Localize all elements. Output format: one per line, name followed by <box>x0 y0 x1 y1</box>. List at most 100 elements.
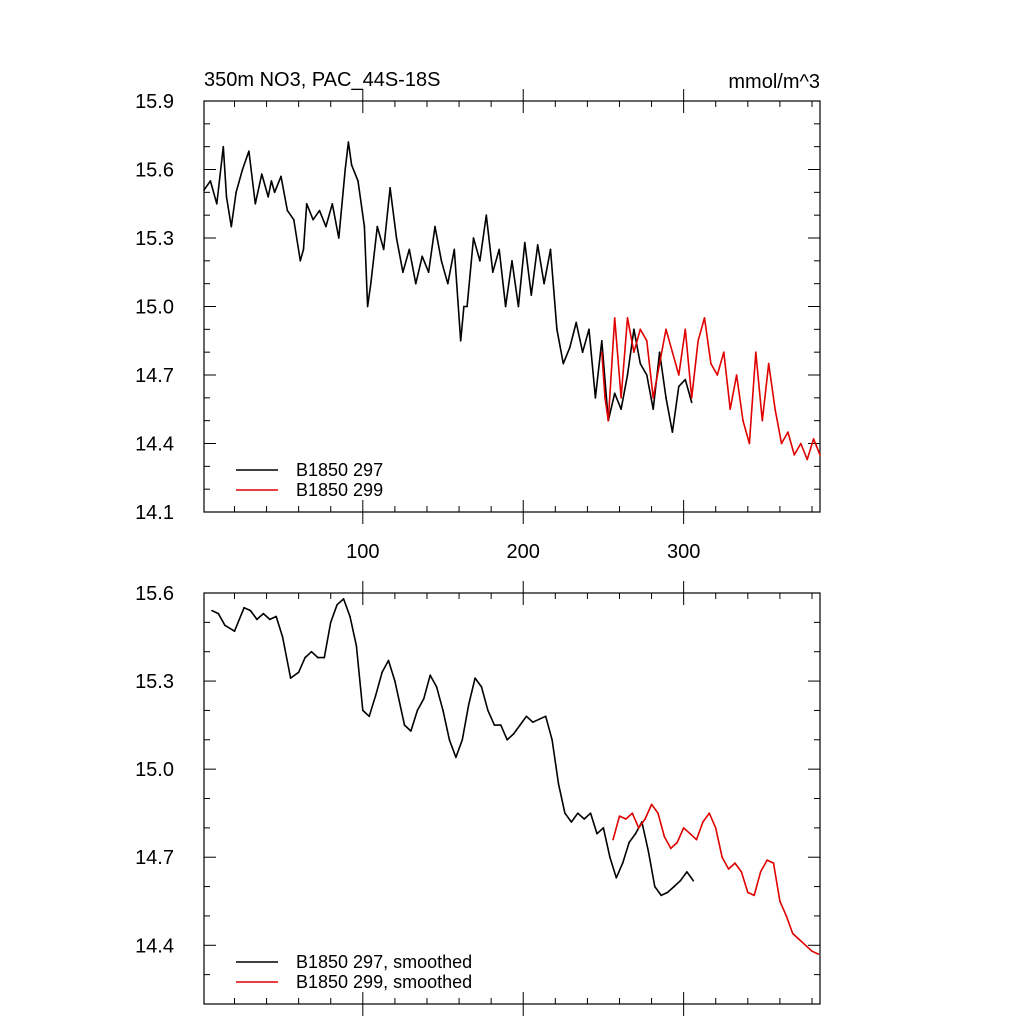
data-point <box>650 803 653 806</box>
data-point <box>286 209 289 212</box>
data-point <box>466 305 468 308</box>
data-point <box>594 397 597 399</box>
data-point <box>357 180 359 182</box>
data-point <box>225 196 228 198</box>
data-point <box>362 709 364 712</box>
plot-frame <box>203 592 821 1005</box>
data-point <box>665 328 667 331</box>
data-point <box>673 885 675 888</box>
data-point <box>305 202 308 205</box>
data-point <box>804 944 807 947</box>
data-point <box>422 697 425 700</box>
data-point <box>289 677 292 679</box>
data-point <box>329 621 332 624</box>
data-point <box>657 812 659 814</box>
data-point <box>742 419 744 422</box>
data-point <box>618 815 621 817</box>
data-point <box>670 847 672 850</box>
y-tick-label: 15.6 <box>135 583 174 605</box>
data-point <box>689 832 691 835</box>
data-point <box>511 260 513 262</box>
data-point <box>459 339 462 342</box>
data-point <box>766 859 768 861</box>
data-point <box>474 677 476 679</box>
data-point <box>323 656 326 659</box>
data-point <box>331 202 334 205</box>
y-tick-label: 14.1 <box>135 502 174 524</box>
data-point <box>772 862 775 864</box>
data-point <box>722 351 725 353</box>
data-point <box>639 362 642 365</box>
data-point <box>735 374 738 376</box>
data-point <box>639 328 642 331</box>
legend-label: B1850 297, smoothed <box>296 952 472 972</box>
data-point <box>479 260 481 262</box>
data-point <box>453 248 456 251</box>
data-point <box>791 932 794 935</box>
data-point <box>408 248 411 251</box>
data-point <box>347 141 350 143</box>
data-point <box>260 173 263 175</box>
data-point <box>416 709 419 712</box>
data-point <box>625 818 627 820</box>
data-point <box>395 237 398 239</box>
data-point <box>727 868 730 870</box>
data-point <box>434 225 436 228</box>
data-point <box>254 202 257 205</box>
data-point <box>467 703 470 706</box>
data-point <box>337 237 340 239</box>
data-point <box>755 351 757 353</box>
data-point <box>243 606 245 609</box>
data-point <box>273 191 276 194</box>
data-point <box>761 419 764 422</box>
data-point <box>562 362 565 365</box>
data-point <box>512 733 515 735</box>
data-point <box>697 339 699 342</box>
data-point <box>740 871 743 873</box>
data-point <box>480 686 483 688</box>
data-point <box>812 438 815 440</box>
data-point <box>663 835 666 838</box>
data-point <box>601 351 603 353</box>
data-point <box>747 891 749 894</box>
data-point <box>299 260 302 262</box>
series-line-b1850-297 <box>211 598 694 897</box>
plot-frame <box>203 100 821 513</box>
data-point <box>506 738 508 741</box>
data-point <box>421 255 423 258</box>
data-point <box>370 282 372 285</box>
data-point <box>543 282 545 285</box>
data-point <box>349 615 351 618</box>
data-point <box>607 419 610 422</box>
data-point <box>692 879 695 882</box>
data-point <box>652 408 654 411</box>
data-point <box>615 876 618 879</box>
data-point <box>387 659 390 662</box>
legend-label: B1850 297 <box>296 460 383 480</box>
data-point <box>302 248 305 251</box>
data-point <box>729 408 731 411</box>
data-point <box>734 862 736 864</box>
data-point <box>222 145 225 148</box>
data-point <box>414 282 417 285</box>
data-point <box>293 218 295 221</box>
data-point <box>463 305 465 308</box>
data-point <box>556 328 558 331</box>
data-point <box>678 374 680 376</box>
data-point <box>461 738 464 741</box>
data-point <box>793 454 796 456</box>
data-point <box>819 454 821 456</box>
data-point <box>270 180 273 182</box>
data-point <box>203 189 205 191</box>
y-tick-label: 15.9 <box>135 91 174 113</box>
data-point <box>485 214 488 216</box>
data-point <box>613 317 616 319</box>
data-point <box>767 362 770 365</box>
data-point <box>233 630 236 632</box>
data-point <box>628 841 630 844</box>
data-point <box>666 891 669 894</box>
data-point <box>350 164 353 166</box>
series-line-b1850-299 <box>612 803 819 955</box>
data-point <box>620 408 622 411</box>
